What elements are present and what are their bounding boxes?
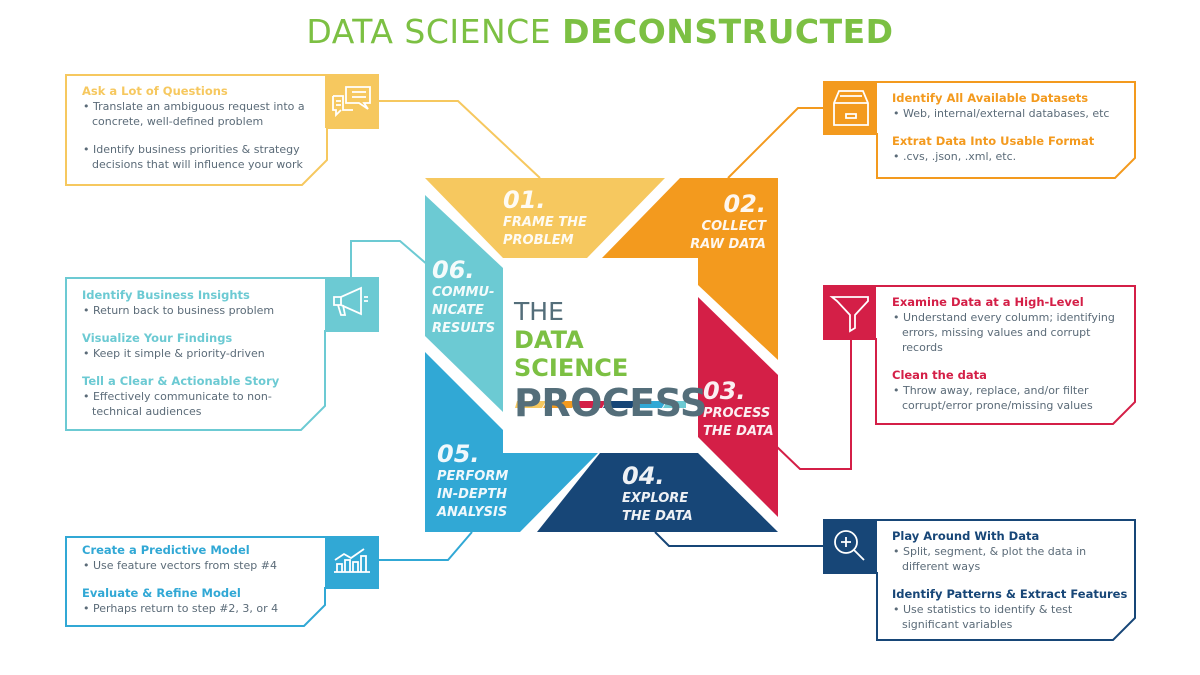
step-04-label: 04. EXPLORE THE DATA bbox=[622, 462, 693, 526]
step-text: THE DATA bbox=[622, 509, 693, 524]
info-box-frame: Ask a Lot of Questions • Translate an am… bbox=[82, 84, 314, 172]
step-shape-03 bbox=[698, 297, 778, 517]
step-shape-02 bbox=[602, 178, 778, 360]
step-shape-06 bbox=[425, 195, 503, 412]
step-shape-01 bbox=[425, 178, 665, 258]
info-box-process: Examine Data at a High-Level • Understan… bbox=[892, 295, 1128, 413]
connector-communicate bbox=[350, 240, 437, 278]
step-number: 02. bbox=[723, 190, 766, 218]
box-heading: Identify Business Insights bbox=[82, 288, 250, 302]
box-heading: Extrat Data Into Usable Format bbox=[892, 134, 1095, 148]
box-heading: Create a Predictive Model bbox=[82, 543, 250, 557]
title-bold: DECONSTRUCTED bbox=[562, 12, 894, 51]
archive-drawer-icon bbox=[833, 90, 869, 126]
step-number: 01. bbox=[503, 186, 546, 214]
icon-bg-analysis bbox=[325, 537, 378, 588]
box-bullet: • Throw away, replace, and/or filter cor… bbox=[893, 384, 1093, 412]
info-box-explore: Play Around With Data • Split, segment, … bbox=[892, 529, 1128, 632]
icon-bg-explore bbox=[824, 520, 877, 573]
box-heading: Examine Data at a High-Level bbox=[892, 295, 1084, 309]
info-box-collect: Identify All Available Datasets • Web, i… bbox=[892, 91, 1128, 164]
step-text: RAW DATA bbox=[690, 237, 766, 252]
box-bullet: • Use statistics to identify & test sign… bbox=[893, 603, 1073, 631]
step-text: IN-DEPTH bbox=[437, 487, 508, 502]
box-bullet: • Return back to business problem bbox=[83, 304, 275, 317]
box-bullet: • Identify business priorities & strateg… bbox=[83, 143, 303, 171]
box-heading: Identify All Available Datasets bbox=[892, 91, 1089, 105]
center-title: THE DATA SCIENCE PROCESS bbox=[514, 297, 707, 425]
box-bullet: • Effectively communicate to non-technic… bbox=[83, 390, 272, 418]
step-number: 05. bbox=[437, 440, 480, 468]
step-shape-04 bbox=[537, 453, 778, 532]
step-text: EXPLORE bbox=[622, 491, 689, 506]
step-shape-05 bbox=[425, 352, 598, 532]
chat-bubbles-icon bbox=[332, 86, 371, 118]
step-text: PROCESS bbox=[703, 406, 771, 421]
step-text: RESULTS bbox=[432, 321, 496, 336]
megaphone-icon bbox=[333, 286, 368, 316]
title-light: DATA SCIENCE bbox=[306, 12, 563, 51]
step-number: 06. bbox=[432, 256, 475, 284]
funnel-icon bbox=[829, 296, 869, 333]
box-bullet: • Keep it simple & priority-driven bbox=[83, 347, 265, 360]
step-01-label: 01. FRAME THE PROBLEM bbox=[503, 186, 587, 250]
center-the: THE bbox=[514, 297, 564, 326]
connector-frame bbox=[378, 100, 541, 179]
box-heading: Evaluate & Refine Model bbox=[82, 586, 241, 600]
info-box-analysis: Create a Predictive Model • Use feature … bbox=[82, 543, 318, 616]
box-heading: Identify Patterns & Extract Features bbox=[892, 587, 1128, 601]
step-text: THE DATA bbox=[703, 424, 774, 439]
box-bullet: • Split, segment, & plot the data in dif… bbox=[893, 545, 1087, 573]
color-stripe bbox=[515, 401, 686, 408]
box-bullet: • .cvs, .json, .xml, etc. bbox=[893, 150, 1017, 163]
page-title: DATA SCIENCE DECONSTRUCTED bbox=[0, 12, 1200, 51]
box-heading: Clean the data bbox=[892, 368, 987, 382]
box-heading: Ask a Lot of Questions bbox=[82, 84, 228, 98]
connector-analysis bbox=[378, 531, 473, 561]
step-text: PERFORM bbox=[437, 469, 509, 484]
connector-process bbox=[775, 339, 852, 470]
step-text: COLLECT bbox=[701, 219, 766, 234]
icon-bg-communicate bbox=[325, 278, 378, 331]
center-data-science: DATA SCIENCE bbox=[514, 326, 629, 382]
bar-chart-icon bbox=[334, 548, 370, 573]
box-heading: Play Around With Data bbox=[892, 529, 1040, 543]
icon-bg-collect bbox=[824, 82, 877, 134]
box-bullet: • Perhaps return to step #2, 3, or 4 bbox=[83, 602, 279, 615]
step-03-label: 03. PROCESS THE DATA bbox=[703, 377, 774, 441]
magnifier-plus-icon bbox=[834, 530, 865, 561]
info-box-communicate: Identify Business Insights • Return back… bbox=[82, 288, 318, 419]
step-number: 03. bbox=[703, 377, 746, 405]
step-text: FRAME THE bbox=[503, 215, 587, 230]
step-text: NICATE bbox=[432, 303, 484, 318]
step-02-label: 02. COLLECT RAW DATA bbox=[690, 190, 766, 254]
step-text: ANALYSIS bbox=[437, 505, 508, 520]
step-text: COMMU- bbox=[432, 285, 495, 300]
step-05-label: 05. PERFORM IN-DEPTH ANALYSIS bbox=[437, 440, 508, 522]
step-06-label: 06. COMMU- NICATE RESULTS bbox=[432, 256, 495, 338]
step-text: PROBLEM bbox=[503, 233, 574, 248]
connector-collect bbox=[727, 107, 824, 179]
step-number: 04. bbox=[622, 462, 665, 490]
box-heading: Visualize Your Findings bbox=[82, 331, 233, 345]
box-bullet: • Web, internal/external databases, etc bbox=[893, 107, 1110, 120]
box-bullet: • Understand every columm; identifying e… bbox=[893, 311, 1115, 354]
box-bullet: • Translate an ambiguous request into a … bbox=[83, 100, 305, 128]
box-bullet: • Use feature vectors from step #4 bbox=[83, 559, 277, 572]
box-heading: Tell a Clear & Actionable Story bbox=[82, 374, 280, 388]
connector-explore bbox=[654, 531, 824, 547]
center-process: PROCESS bbox=[514, 381, 707, 425]
